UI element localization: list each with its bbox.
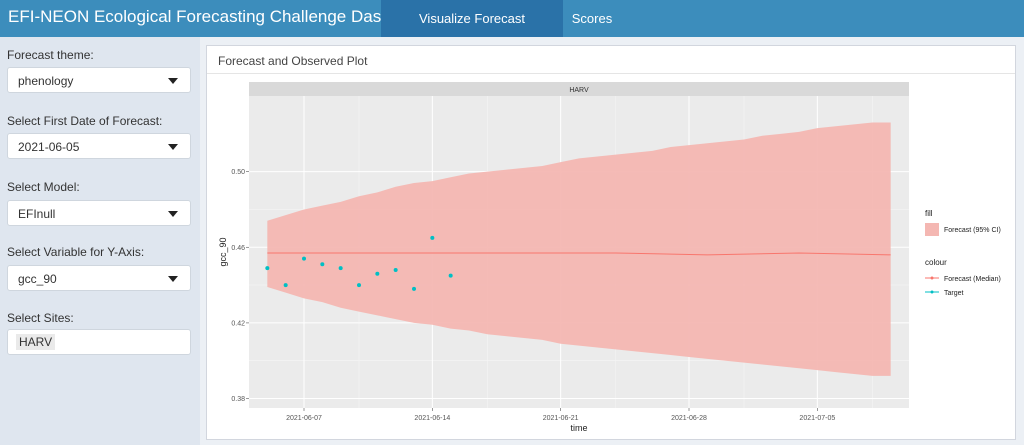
- model-label: Select Model:: [7, 180, 80, 194]
- x-tick-label: 2021-06-28: [671, 415, 707, 422]
- legend-median-key-point: [930, 276, 934, 280]
- tab-visualize-forecast-submissions[interactable]: Visualize Forecast Submissions: [381, 0, 563, 63]
- forecast-median-line: [267, 252, 891, 256]
- target-point: [265, 266, 270, 271]
- target-point: [375, 271, 380, 276]
- y-axis-ticks: 0.38 0.42 0.46 0.50: [231, 169, 249, 403]
- sites-label: Select Sites:: [7, 311, 74, 325]
- sites-input[interactable]: HARV: [7, 329, 191, 355]
- target-point: [320, 262, 325, 267]
- legend-colour-title: colour: [925, 258, 947, 267]
- variable-select[interactable]: gcc_90: [7, 265, 191, 291]
- chevron-down-icon: [168, 78, 178, 84]
- forecast-theme-value: phenology: [18, 74, 74, 88]
- x-axis-title: time: [570, 423, 587, 433]
- target-point: [338, 266, 343, 271]
- sidebar: Forecast theme: phenology Select First D…: [0, 37, 200, 445]
- legend-target-entry: Target: [944, 290, 964, 297]
- panel-divider: [207, 73, 1015, 74]
- panel-title: Forecast and Observed Plot: [218, 54, 368, 68]
- legend-fill-entry: Forecast (95% CI): [944, 227, 1001, 234]
- target-point: [357, 283, 361, 288]
- target-point: [283, 283, 288, 288]
- forecast-plot: HARV 2021-06-07 2021-06-14 2021-06-21 2021-…: [218, 82, 1001, 433]
- y-tick-label: 0.38: [231, 396, 245, 403]
- plot-panel: Forecast and Observed Plot HARV 2021-06-…: [206, 45, 1016, 440]
- target-point: [393, 267, 398, 272]
- facet-strip-label: HARV: [569, 87, 589, 94]
- y-axis-title: gcc_90: [218, 237, 228, 266]
- facet-strip: [249, 82, 909, 96]
- y-tick-label: 0.46: [231, 245, 245, 252]
- site-chip[interactable]: HARV: [16, 334, 56, 350]
- variable-value: gcc_90: [18, 272, 57, 286]
- first-date-select[interactable]: 2021-06-05: [7, 133, 191, 159]
- target-points-layer: [265, 235, 453, 291]
- x-tick-label: 2021-06-14: [414, 415, 450, 422]
- legend: fill Forecast (95% CI) colour Forecast (…: [925, 209, 1001, 297]
- x-tick-label: 2021-06-07: [286, 415, 322, 422]
- forecast-median-layer: [267, 252, 891, 256]
- target-point: [302, 256, 306, 261]
- first-date-label: Select First Date of Forecast:: [7, 114, 163, 128]
- tab-scores[interactable]: Scores: [571, 11, 613, 26]
- x-tick-label: 2021-07-05: [799, 415, 835, 422]
- app-title: EFI-NEON Ecological Forecasting Challeng…: [8, 7, 435, 26]
- forecast-ci-ribbon: [267, 122, 891, 376]
- forecast-theme-label: Forecast theme:: [7, 48, 94, 62]
- legend-target-key-point: [930, 290, 934, 294]
- first-date-value: 2021-06-05: [18, 140, 80, 154]
- legend-fill-key: [925, 223, 939, 236]
- y-tick-label: 0.42: [231, 320, 245, 327]
- forecast-theme-select[interactable]: phenology: [7, 67, 191, 93]
- model-select[interactable]: EFInull: [7, 200, 191, 226]
- model-value: EFInull: [18, 207, 56, 221]
- legend-fill-title: fill: [925, 209, 933, 218]
- target-point: [430, 235, 435, 240]
- variable-label: Select Variable for Y-Axis:: [7, 245, 145, 259]
- x-axis-ticks: 2021-06-07 2021-06-14 2021-06-21 2021-06-28…: [286, 408, 835, 422]
- target-point: [448, 273, 453, 278]
- legend-median-entry: Forecast (Median): [944, 276, 1001, 283]
- chevron-down-icon: [168, 144, 178, 150]
- y-tick-label: 0.50: [231, 169, 245, 176]
- target-point: [412, 286, 416, 291]
- chevron-down-icon: [168, 276, 178, 282]
- forecast-ci-ribbon-layer: [267, 122, 891, 376]
- chevron-down-icon: [168, 211, 178, 217]
- x-tick-label: 2021-06-21: [543, 415, 579, 422]
- top-navbar: EFI-NEON Ecological Forecasting Challeng…: [0, 0, 1024, 63]
